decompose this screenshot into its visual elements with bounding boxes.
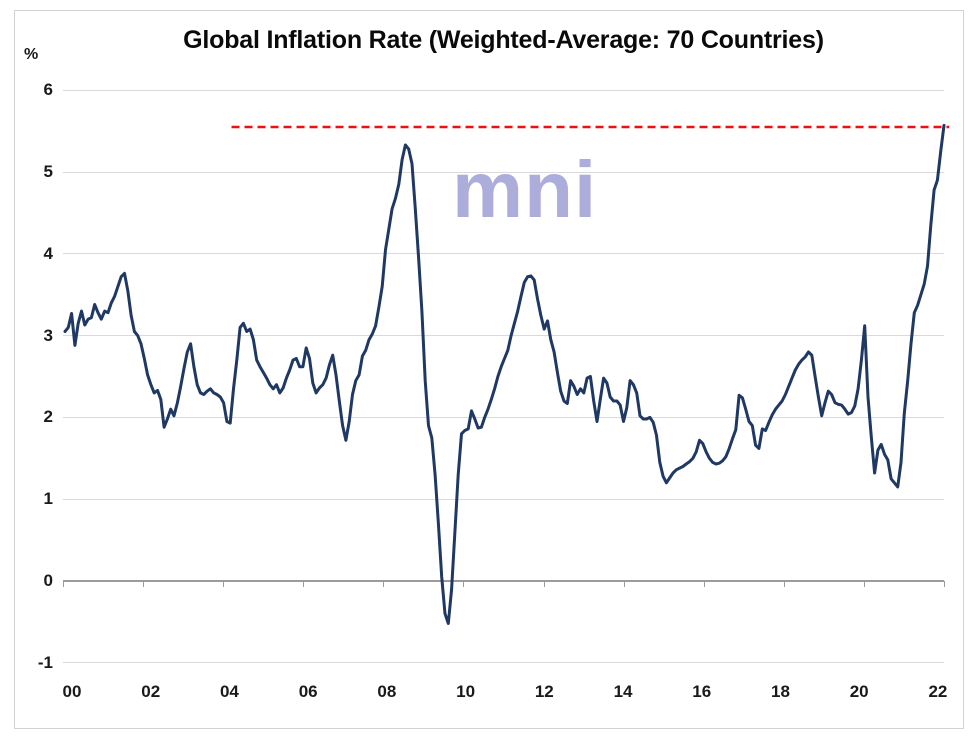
x-axis-tick xyxy=(703,581,705,587)
x-axis-tick xyxy=(303,581,305,587)
x-tick-label: 02 xyxy=(141,682,161,701)
gridline xyxy=(63,335,944,337)
x-tick-label: 08 xyxy=(377,682,397,701)
x-tick-label: 18 xyxy=(771,682,790,701)
x-axis-tick xyxy=(223,581,225,587)
x-tick-label: 04 xyxy=(219,682,239,701)
x-axis-tick xyxy=(783,581,785,587)
x-tick-label: 06 xyxy=(298,682,318,701)
y-axis-unit-label: % xyxy=(24,46,39,63)
gridline xyxy=(63,498,944,500)
gridline xyxy=(63,253,944,255)
x-axis-tick xyxy=(383,581,385,587)
y-tick-label: 2 xyxy=(43,407,53,427)
x-axis-tick xyxy=(623,581,625,587)
mni-watermark: mni xyxy=(452,145,598,234)
gridline xyxy=(63,89,944,91)
x-axis-tick xyxy=(543,581,545,587)
y-tick-label: -1 xyxy=(37,652,53,672)
gridline xyxy=(63,662,944,664)
x-tick-label: 20 xyxy=(849,682,869,701)
x-tick-label: 22 xyxy=(928,682,948,701)
x-axis-tick xyxy=(863,581,865,587)
y-tick-label: 4 xyxy=(43,243,53,263)
x-tick-label: 00 xyxy=(62,682,82,701)
gridline xyxy=(63,416,944,418)
x-axis-line xyxy=(63,580,944,582)
x-tick-label: 10 xyxy=(456,682,476,701)
y-tick-label: 5 xyxy=(43,162,53,181)
gridline xyxy=(63,171,944,173)
x-axis-tick xyxy=(143,581,145,587)
y-tick-label: 6 xyxy=(43,80,53,100)
x-axis-tick xyxy=(63,581,64,587)
x-axis-tick xyxy=(944,581,945,587)
x-axis-tick xyxy=(463,581,465,587)
x-tick-label: 12 xyxy=(534,682,554,701)
x-tick-label: 14 xyxy=(613,682,633,701)
x-tick-label: 16 xyxy=(692,682,712,701)
chart-title: Global Inflation Rate (Weighted-Average:… xyxy=(183,26,824,54)
y-tick-label: 1 xyxy=(43,489,53,509)
y-tick-label: 3 xyxy=(43,325,53,345)
chart-border xyxy=(14,10,964,729)
inflation-series-line xyxy=(63,123,946,625)
y-tick-label: 0 xyxy=(43,571,53,590)
